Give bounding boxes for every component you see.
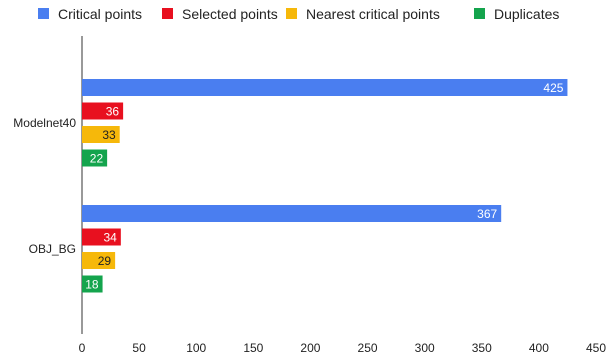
legend-item-selected-points: Selected points: [162, 6, 278, 22]
category-label-obj-bg: OBJ_BG: [29, 242, 76, 256]
bar-obj-bg-nearest-critical-points: [82, 252, 116, 269]
bar-obj-bg-critical-points: [82, 205, 502, 222]
x-tick-label: 300: [415, 341, 435, 355]
data-label-modelnet40-nearest-critical-points: 33: [102, 128, 116, 142]
legend-swatch-duplicates: [474, 8, 485, 19]
x-tick-label: 150: [243, 341, 263, 355]
x-axis-ticks: 0 50 100 150 200 250 300 350 400 450: [79, 341, 607, 355]
bar-obj-bg-duplicates: [82, 275, 103, 293]
category-labels: Modelnet40 OBJ_BG: [13, 116, 76, 256]
data-label-obj-bg-duplicates: 18: [85, 278, 99, 292]
legend-item-nearest-critical-points: Nearest critical points: [286, 6, 440, 22]
legend-item-critical-points: Critical points: [38, 6, 142, 22]
legend-label-duplicates: Duplicates: [494, 6, 559, 22]
x-tick-label: 350: [472, 341, 492, 355]
data-label-modelnet40-duplicates: 22: [90, 152, 104, 166]
category-label-modelnet40: Modelnet40: [13, 116, 76, 130]
legend-label-critical-points: Critical points: [58, 6, 142, 22]
legend-label-selected-points: Selected points: [182, 6, 278, 22]
x-tick-label: 0: [79, 341, 86, 355]
data-label-obj-bg-critical-points: 367: [477, 207, 497, 221]
legend-swatch-selected-points: [162, 8, 173, 19]
x-tick-label: 400: [529, 341, 549, 355]
bars: 425 36 33 22 367 34 29 18: [82, 79, 568, 293]
legend-item-duplicates: Duplicates: [474, 6, 559, 22]
data-label-obj-bg-nearest-critical-points: 29: [98, 254, 112, 268]
bar-modelnet40-selected-points: [82, 102, 124, 120]
data-label-obj-bg-selected-points: 34: [103, 231, 117, 245]
data-label-modelnet40-critical-points: 425: [543, 81, 563, 95]
x-tick-label: 50: [132, 341, 146, 355]
x-tick-label: 100: [186, 341, 206, 355]
bar-obj-bg-selected-points: [82, 228, 121, 246]
bar-modelnet40-duplicates: [82, 149, 108, 167]
legend-swatch-critical-points: [38, 8, 49, 19]
x-tick-label: 250: [358, 341, 378, 355]
x-tick-label: 200: [300, 341, 320, 355]
x-tick-label: 450: [586, 341, 606, 355]
bar-modelnet40-nearest-critical-points: [82, 126, 120, 143]
legend: Critical points Selected points Nearest cr…: [38, 6, 559, 22]
data-label-modelnet40-selected-points: 36: [106, 105, 120, 119]
legend-swatch-nearest-critical-points: [286, 8, 297, 19]
legend-label-nearest-critical-points: Nearest critical points: [306, 6, 440, 22]
bar-modelnet40-critical-points: [82, 79, 568, 96]
